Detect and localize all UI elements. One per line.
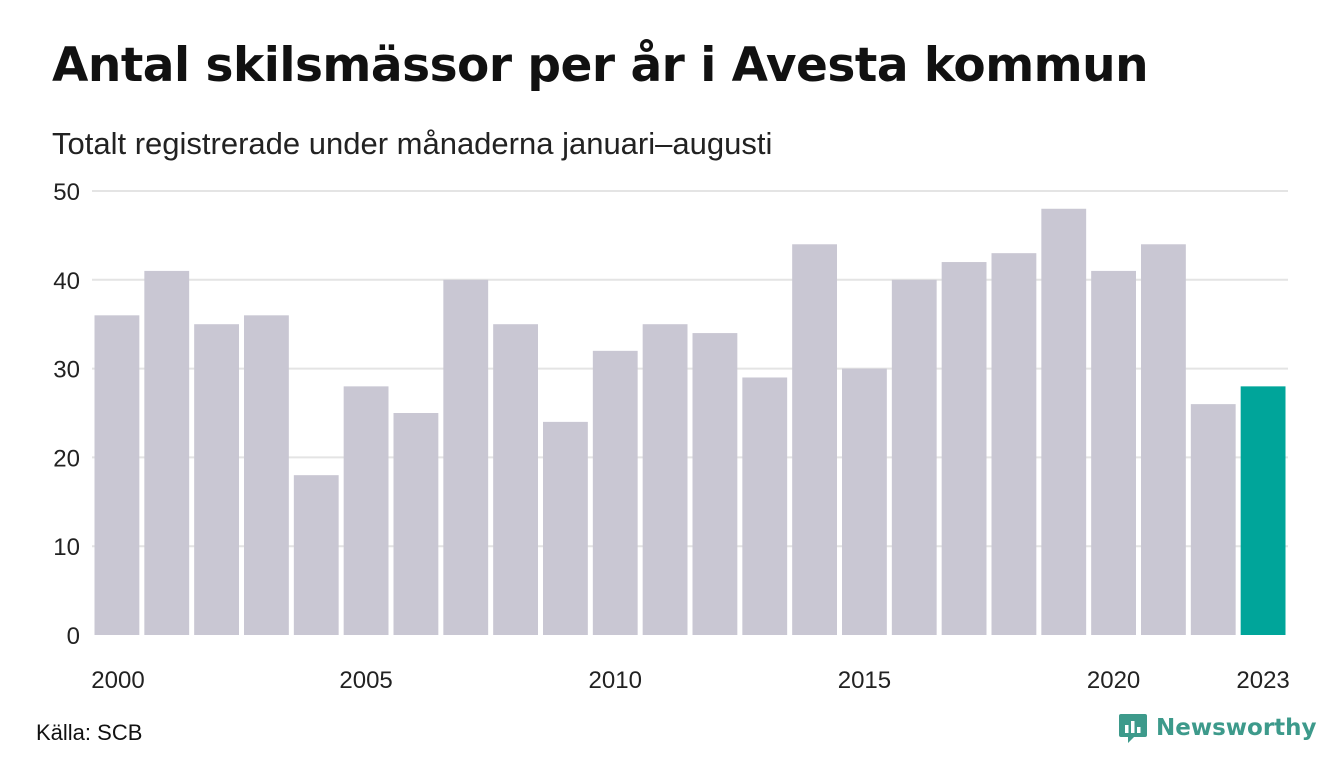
bar-2011 bbox=[642, 324, 688, 635]
y-tick-label: 50 bbox=[53, 179, 80, 206]
y-tick-label: 30 bbox=[53, 357, 80, 384]
brand-name: Newsworthy bbox=[1156, 715, 1317, 741]
bar-2015 bbox=[842, 368, 887, 635]
bar-2020 bbox=[1091, 270, 1136, 635]
bar-2003 bbox=[244, 315, 289, 635]
x-tick-label: 2015 bbox=[838, 667, 891, 694]
bar-2012 bbox=[692, 333, 738, 635]
bar-2013 bbox=[742, 377, 788, 635]
brand: Newsworthy bbox=[1118, 712, 1317, 744]
y-tick-label: 0 bbox=[67, 623, 80, 650]
chart-title: Antal skilsmässor per år i Avesta kommun bbox=[52, 38, 1149, 93]
bar-chart: 0 10 20 30 40 50 2000 2005 2010 2015 2020 2023 bbox=[53, 179, 1289, 694]
bar-2004 bbox=[293, 475, 339, 635]
y-axis-ticks: 0 10 20 30 40 50 bbox=[53, 179, 80, 650]
bar-2023 bbox=[1240, 386, 1286, 635]
bar-2014 bbox=[792, 244, 837, 635]
bar-chart-speech-bubble-icon bbox=[1119, 714, 1147, 743]
bar-2000 bbox=[94, 315, 140, 635]
bar-2019 bbox=[1041, 208, 1087, 635]
bar-2010 bbox=[592, 350, 638, 635]
bar-2007 bbox=[443, 279, 489, 635]
x-axis-ticks: 2000 2005 2010 2015 2020 2023 bbox=[91, 667, 1289, 694]
bar-2002 bbox=[194, 324, 239, 635]
bar-2018 bbox=[991, 253, 1037, 635]
x-tick-label: 2020 bbox=[1087, 667, 1140, 694]
chart-subtitle: Totalt registrerade under månaderna janu… bbox=[52, 126, 773, 161]
bar-2005 bbox=[343, 386, 389, 635]
y-tick-label: 20 bbox=[53, 445, 80, 472]
bars bbox=[94, 208, 1286, 635]
x-tick-label: 2005 bbox=[339, 667, 392, 694]
x-tick-label: 2023 bbox=[1236, 667, 1289, 694]
x-tick-label: 2010 bbox=[589, 667, 642, 694]
y-tick-label: 10 bbox=[53, 534, 80, 561]
bar-2008 bbox=[493, 324, 538, 635]
y-tick-label: 40 bbox=[53, 268, 80, 295]
gridlines bbox=[92, 190, 1288, 548]
bar-2022 bbox=[1190, 404, 1236, 635]
bar-2016 bbox=[891, 279, 937, 635]
bar-2006 bbox=[393, 413, 439, 635]
bar-2021 bbox=[1141, 244, 1186, 635]
bar-2001 bbox=[144, 270, 190, 635]
x-tick-label: 2000 bbox=[91, 667, 144, 694]
bar-2017 bbox=[941, 262, 987, 635]
bar-2009 bbox=[543, 421, 588, 635]
source-note: Källa: SCB bbox=[36, 720, 143, 745]
